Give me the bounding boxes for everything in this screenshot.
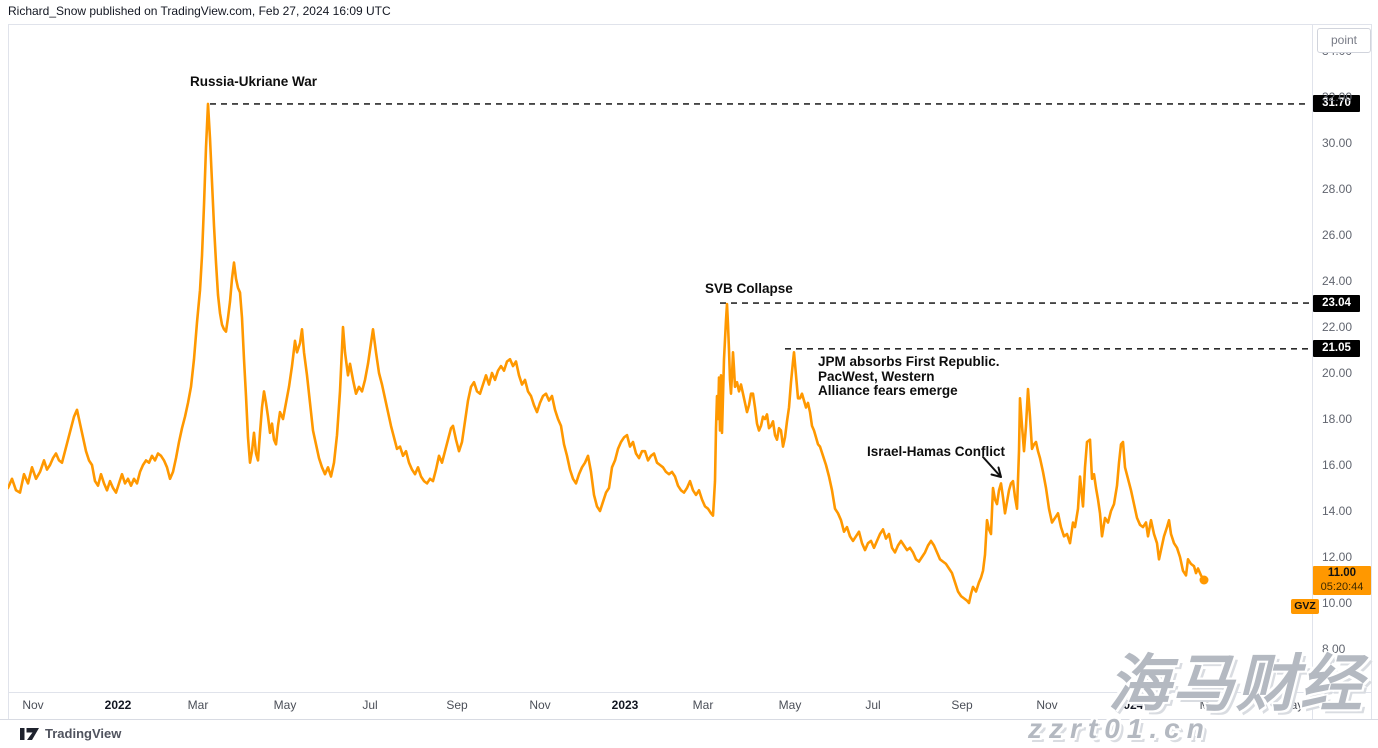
horizontal-level-lines[interactable] xyxy=(210,103,1310,350)
annotation-israel-hamas[interactable]: Israel-Hamas Conflict xyxy=(867,444,1006,460)
time-axis[interactable]: Nov 2022 Mar May Jul Sep Nov 2023 Mar May Jul Sep No… xyxy=(8,693,1372,719)
annotation-text: SVB Collapse xyxy=(705,281,793,296)
tradingview-logo-text: TradingView xyxy=(45,725,122,741)
annotation-line-3: Alliance fears emerge xyxy=(818,383,958,398)
x-axis-label-Mar: Mar xyxy=(187,698,209,712)
y-axis-label-14.00: 14.00 xyxy=(1322,504,1353,518)
gvz-price-line[interactable] xyxy=(6,102,1206,605)
x-axis-label-Mar: Mar xyxy=(692,698,714,712)
frame-top-border xyxy=(8,24,1372,25)
annotation-text: Israel-Hamas Conflict xyxy=(867,444,1006,459)
last-price-dot xyxy=(1199,575,1209,585)
price-level-badge-23.04: 23.04 xyxy=(1313,294,1360,312)
annotation-jpm-first-republic[interactable]: JPM absorbs First Republic. PacWest, Wes… xyxy=(818,354,1000,399)
y-axis-label-30.00: 30.00 xyxy=(1322,136,1353,150)
annotation-svb-collapse[interactable]: SVB Collapse xyxy=(705,281,793,297)
axis-unit-selector: point xyxy=(1317,28,1371,53)
attribution-text: Richard_Snow published on TradingView.co… xyxy=(8,4,391,18)
frame-left-border xyxy=(8,24,9,719)
y-axis-label-24.00: 24.00 xyxy=(1322,274,1353,288)
footer-separator xyxy=(0,719,1378,720)
x-axis-label-Nov: Nov xyxy=(22,698,44,712)
x-axis-label-May: May xyxy=(778,698,802,712)
frame-right-border xyxy=(1371,24,1372,719)
annotation-text: Russia-Ukriane War xyxy=(190,74,318,89)
watermark-chinese: 海马财经 xyxy=(1108,650,1365,719)
symbol-price-flag: GVZ xyxy=(1291,599,1319,614)
price-axis-separator xyxy=(1312,24,1313,719)
x-axis-label-May: May xyxy=(273,698,297,712)
time-axis-separator xyxy=(8,692,1372,693)
x-axis-label-2024: 2024 xyxy=(1116,698,1144,712)
y-axis-label-10.00: 10.00 xyxy=(1322,596,1353,610)
price-chart-canvas[interactable] xyxy=(6,24,1312,692)
y-axis-label-12.00: 12.00 xyxy=(1322,550,1353,564)
chart-plot-area[interactable]: Russia-Ukriane War SVB Collapse JPM abso… xyxy=(6,24,1319,692)
x-axis-label-Sep: Sep xyxy=(446,698,468,712)
x-axis-label-Nov: Nov xyxy=(1036,698,1058,712)
last-price-badge: 11.00 05:20:44 xyxy=(1313,566,1371,595)
x-axis-label-2022: 2022 xyxy=(104,698,132,712)
tradingview-footer-link[interactable]: TradingView xyxy=(20,724,121,742)
price-level-badge-31.70: 31.70 xyxy=(1313,95,1360,113)
y-axis-label-32.00: 32.00 xyxy=(1322,90,1353,104)
tradingview-logo-icon xyxy=(20,727,39,740)
y-axis-label-16.00: 16.00 xyxy=(1322,458,1353,472)
x-axis-label-2023: 2023 xyxy=(611,698,639,712)
last-price-value: 11.00 xyxy=(1327,567,1357,579)
israel-hamas-arrow[interactable] xyxy=(982,456,1002,478)
annotation-line-1: JPM absorbs First Republic. xyxy=(818,354,1000,369)
x-axis-label-May: May xyxy=(1280,698,1304,712)
bar-countdown: 05:20:44 xyxy=(1320,581,1364,593)
y-axis-label-8.00: 8.00 xyxy=(1322,642,1346,656)
annotation-line-2: PacWest, Western xyxy=(818,368,935,384)
x-axis-label-Jul: Jul xyxy=(362,698,378,712)
x-axis-label-Jul: Jul xyxy=(865,698,881,712)
x-axis-label-Nov: Nov xyxy=(529,698,551,712)
annotation-russia-ukraine-war[interactable]: Russia-Ukriane War xyxy=(190,74,318,90)
x-axis-label-Mar: Mar xyxy=(1199,698,1221,712)
y-axis-label-20.00: 20.00 xyxy=(1322,366,1353,380)
price-level-badge-21.05: 21.05 xyxy=(1313,340,1360,358)
y-axis-label-22.00: 22.00 xyxy=(1322,320,1353,334)
y-axis-label-26.00: 26.00 xyxy=(1322,228,1353,242)
y-axis-label-18.00: 18.00 xyxy=(1322,412,1353,426)
y-axis-label-28.00: 28.00 xyxy=(1322,182,1353,196)
x-axis-label-Sep: Sep xyxy=(951,698,973,712)
watermark-url: zzrt01.cn xyxy=(1028,713,1211,744)
